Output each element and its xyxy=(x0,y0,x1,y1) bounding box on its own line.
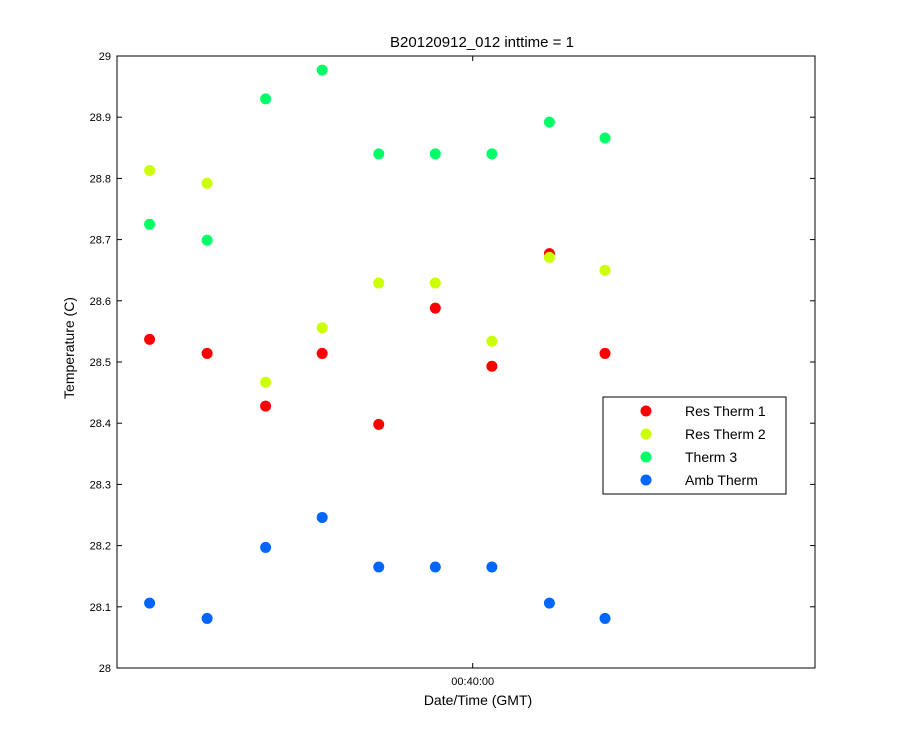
point-res-therm-2 xyxy=(373,277,385,289)
point-amb-therm xyxy=(429,561,441,573)
point-res-therm-1 xyxy=(201,347,213,359)
point-res-therm-1 xyxy=(373,418,385,430)
point-res-therm-2 xyxy=(543,251,555,263)
y-tick-label: 28.9 xyxy=(90,112,111,124)
y-tick-label: 28.7 xyxy=(90,235,111,247)
legend-box xyxy=(602,396,787,495)
point-amb-therm xyxy=(373,561,385,573)
x-tick-label: 00:40:00 xyxy=(451,676,494,688)
point-res-therm-1 xyxy=(599,347,611,359)
point-res-therm-2 xyxy=(486,335,498,347)
y-tick-label: 28.8 xyxy=(90,173,111,185)
legend-marker-therm-3 xyxy=(640,451,652,463)
y-axis-label: Temperature (C) xyxy=(61,297,77,399)
point-therm-3 xyxy=(316,64,328,76)
point-res-therm-1 xyxy=(144,333,156,345)
point-res-therm-2 xyxy=(144,164,156,176)
plot-area xyxy=(116,55,816,669)
x-axis-label: Date/Time (GMT) xyxy=(424,692,532,708)
legend-label-res-therm-1: Res Therm 1 xyxy=(685,403,766,419)
y-axis: 28 28.1 28.2 28.3 28.4 28.5 28.6 28.7 28.8 28.9 29 xyxy=(90,51,815,675)
y-tick-label: 28.2 xyxy=(90,541,111,553)
point-therm-3 xyxy=(429,148,441,160)
point-res-therm-2 xyxy=(429,277,441,289)
legend: Res Therm 1 Res Therm 2 Therm 3 Amb Therm xyxy=(602,396,787,495)
y-tick-label: 29 xyxy=(99,51,111,63)
point-therm-3 xyxy=(260,93,272,105)
y-tick-label: 28.3 xyxy=(90,479,111,491)
y-tick-label: 28.1 xyxy=(90,602,111,614)
legend-label-amb-therm: Amb Therm xyxy=(685,472,758,488)
point-amb-therm xyxy=(201,612,213,624)
point-amb-therm xyxy=(260,541,272,553)
legend-label-therm-3: Therm 3 xyxy=(685,449,737,465)
point-res-therm-1 xyxy=(260,400,272,412)
point-amb-therm xyxy=(316,511,328,523)
point-res-therm-1 xyxy=(316,347,328,359)
point-res-therm-2 xyxy=(599,264,611,276)
point-therm-3 xyxy=(373,148,385,160)
point-therm-3 xyxy=(144,218,156,230)
point-res-therm-2 xyxy=(201,177,213,189)
legend-marker-amb-therm xyxy=(640,474,652,486)
point-therm-3 xyxy=(486,148,498,160)
legend-label-res-therm-2: Res Therm 2 xyxy=(685,426,766,442)
point-therm-3 xyxy=(543,116,555,128)
y-tick-label: 28.6 xyxy=(90,296,111,308)
series-therm-3 xyxy=(144,64,611,246)
point-amb-therm xyxy=(144,597,156,609)
series-res-therm-1 xyxy=(144,248,611,430)
y-tick-label: 28.4 xyxy=(90,418,111,430)
series-amb-therm xyxy=(144,511,611,624)
point-amb-therm xyxy=(543,597,555,609)
legend-marker-res-therm-1 xyxy=(640,405,652,417)
point-res-therm-2 xyxy=(316,322,328,334)
point-res-therm-2 xyxy=(260,376,272,388)
point-therm-3 xyxy=(201,234,213,246)
point-res-therm-1 xyxy=(429,302,441,314)
y-tick-label: 28.5 xyxy=(90,357,111,369)
x-axis: 00:40:00 xyxy=(451,56,494,688)
point-amb-therm xyxy=(599,612,611,624)
point-amb-therm xyxy=(486,561,498,573)
legend-marker-res-therm-2 xyxy=(640,428,652,440)
point-therm-3 xyxy=(599,132,611,144)
point-res-therm-1 xyxy=(486,360,498,372)
data-points xyxy=(144,64,611,624)
y-tick-label: 28 xyxy=(99,663,111,675)
series-res-therm-2 xyxy=(144,164,611,388)
chart-title: B20120912_012 inttime = 1 xyxy=(390,34,574,51)
